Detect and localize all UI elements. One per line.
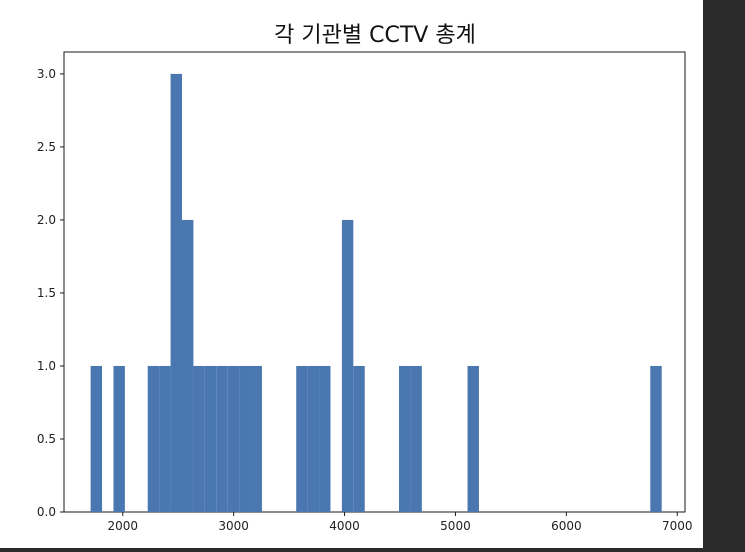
histogram-bar xyxy=(90,365,103,512)
histogram-bar xyxy=(399,365,411,512)
y-tick-label: 1.0 xyxy=(37,359,56,373)
histogram-bar xyxy=(147,365,160,512)
x-tick-label: 7000 xyxy=(662,519,693,533)
y-axis: 0.0 0.5 1.0 1.5 2.0 2.5 3.0 xyxy=(37,67,64,519)
y-tick-label: 2.5 xyxy=(37,140,56,154)
histogram-bar xyxy=(319,365,331,512)
histogram-bar xyxy=(113,365,125,512)
histogram-bar xyxy=(239,365,251,512)
histogram-bar xyxy=(467,365,479,512)
chart-title: 각 기관별 CCTV 총계 xyxy=(274,23,476,48)
histogram-bar xyxy=(341,219,354,512)
x-tick-label: 5000 xyxy=(440,519,471,533)
bars-group xyxy=(90,73,662,513)
histogram-bar xyxy=(216,365,228,512)
histogram-bar xyxy=(181,219,194,512)
histogram-bar xyxy=(204,365,217,512)
x-tick-label: 2000 xyxy=(107,519,138,533)
histogram-bar xyxy=(650,365,662,512)
histogram-bar xyxy=(307,365,320,512)
x-tick-label: 4000 xyxy=(329,519,360,533)
histogram-bar xyxy=(250,365,262,512)
histogram-bar xyxy=(353,365,365,512)
window-edge xyxy=(703,0,745,552)
histogram-bar xyxy=(193,365,205,512)
x-tick-label: 6000 xyxy=(551,519,582,533)
histogram-bar xyxy=(170,73,182,513)
histogram-bar xyxy=(227,365,240,512)
x-axis: 2000 3000 4000 5000 6000 7000 xyxy=(107,512,693,533)
y-tick-label: 0.5 xyxy=(37,432,56,446)
histogram-bar xyxy=(410,365,422,512)
y-tick-label: 0.0 xyxy=(37,505,56,519)
y-tick-label: 1.5 xyxy=(37,286,56,300)
histogram-bar xyxy=(296,365,308,512)
y-tick-label: 3.0 xyxy=(37,67,56,81)
x-tick-label: 3000 xyxy=(218,519,249,533)
y-tick-label: 2.0 xyxy=(37,213,56,227)
histogram-bar xyxy=(159,365,171,512)
